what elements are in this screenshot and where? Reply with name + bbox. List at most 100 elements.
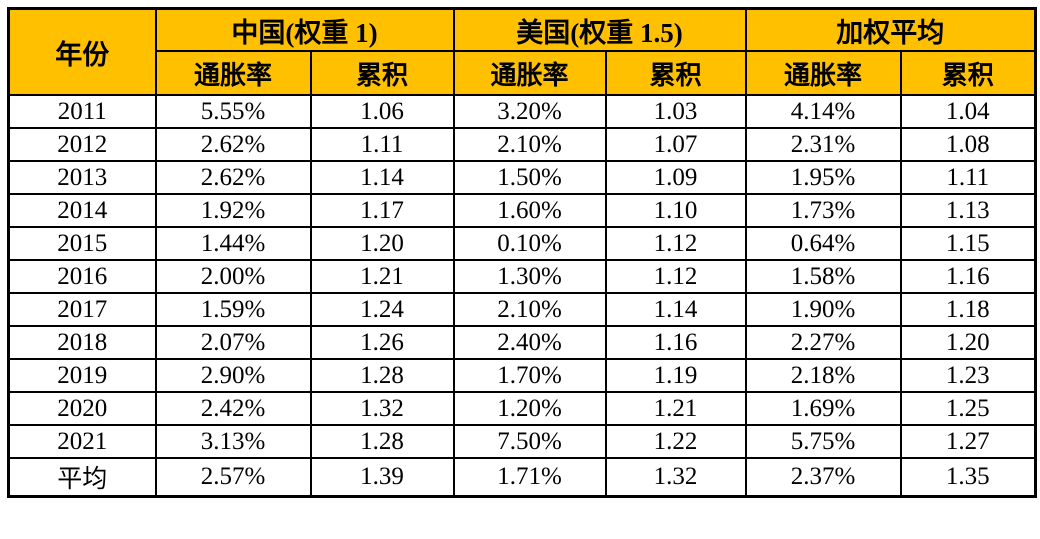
china-inflation-cell: 2.07% [154, 325, 312, 360]
china-inflation-cell: 1.92% [154, 193, 312, 228]
average-inflation-cell: 2.27% [744, 325, 902, 360]
usa-inflation-cell: 3.20% [452, 94, 607, 129]
usa-cumulative-cell: 1.21 [604, 391, 747, 426]
china-inflation-cell: 1.59% [154, 292, 312, 327]
usa-inflation-cell: 0.10% [452, 226, 607, 261]
average-inflation-cell: 4.14% [744, 94, 902, 129]
average-cumulative-cell: 1.13 [899, 193, 1037, 228]
year-cell: 2015 [7, 226, 157, 261]
china-inflation-cell: 2.62% [154, 127, 312, 162]
table-row: 2016 2.00% 1.21 1.30% 1.12 1.58% 1.16 [7, 259, 1037, 294]
year-cell: 2021 [7, 424, 157, 459]
table-row: 2019 2.90% 1.28 1.70% 1.19 2.18% 1.23 [7, 358, 1037, 393]
year-cell: 2020 [7, 391, 157, 426]
year-cell: 2016 [7, 259, 157, 294]
china-inflation-cell: 2.00% [154, 259, 312, 294]
china-inflation-cell: 3.13% [154, 424, 312, 459]
table-row: 2017 1.59% 1.24 2.10% 1.14 1.90% 1.18 [7, 292, 1037, 327]
year-cell: 2014 [7, 193, 157, 228]
usa-cumulative-cell: 1.07 [604, 127, 747, 162]
average-cumulative-cell: 1.27 [899, 424, 1037, 459]
average-inflation-cell: 0.64% [744, 226, 902, 261]
average-inflation-cell: 5.75% [744, 424, 902, 459]
china-cumulative-cell: 1.39 [309, 457, 455, 498]
average-inflation-cell: 1.69% [744, 391, 902, 426]
china-inflation-cell: 2.42% [154, 391, 312, 426]
average-inflation-cell: 1.58% [744, 259, 902, 294]
average-cumulative-header: 累积 [899, 50, 1037, 96]
china-cumulative-cell: 1.28 [309, 358, 455, 393]
china-cumulative-cell: 1.21 [309, 259, 455, 294]
usa-inflation-header: 通胀率 [452, 50, 607, 96]
table-row: 2021 3.13% 1.28 7.50% 1.22 5.75% 1.27 [7, 424, 1037, 459]
weighted-average-group-header: 加权平均 [744, 7, 1037, 52]
inflation-table: 年份 中国(权重 1) 美国(权重 1.5) 加权平均 通胀率 累积 通胀率 累… [7, 7, 1038, 498]
usa-inflation-cell: 1.60% [452, 193, 607, 228]
table-row: 2015 1.44% 1.20 0.10% 1.12 0.64% 1.15 [7, 226, 1037, 261]
usa-cumulative-cell: 1.19 [604, 358, 747, 393]
average-cumulative-cell: 1.23 [899, 358, 1037, 393]
table-row: 平均 2.57% 1.39 1.71% 1.32 2.37% 1.35 [7, 457, 1037, 498]
average-inflation-cell: 1.95% [744, 160, 902, 195]
usa-inflation-cell: 1.71% [452, 457, 607, 498]
usa-cumulative-cell: 1.12 [604, 226, 747, 261]
china-cumulative-cell: 1.11 [309, 127, 455, 162]
average-inflation-header: 通胀率 [744, 50, 902, 96]
table-row: 2012 2.62% 1.11 2.10% 1.07 2.31% 1.08 [7, 127, 1037, 162]
usa-cumulative-cell: 1.12 [604, 259, 747, 294]
average-inflation-cell: 2.18% [744, 358, 902, 393]
china-cumulative-cell: 1.32 [309, 391, 455, 426]
year-cell: 2013 [7, 160, 157, 195]
china-cumulative-cell: 1.17 [309, 193, 455, 228]
china-cumulative-cell: 1.20 [309, 226, 455, 261]
average-inflation-cell: 1.90% [744, 292, 902, 327]
year-cell: 2018 [7, 325, 157, 360]
usa-inflation-cell: 7.50% [452, 424, 607, 459]
usa-cumulative-cell: 1.32 [604, 457, 747, 498]
average-inflation-cell: 2.31% [744, 127, 902, 162]
average-cumulative-cell: 1.04 [899, 94, 1037, 129]
table-row: 2013 2.62% 1.14 1.50% 1.09 1.95% 1.11 [7, 160, 1037, 195]
china-cumulative-cell: 1.24 [309, 292, 455, 327]
header-sub-row: 通胀率 累积 通胀率 累积 通胀率 累积 [9, 50, 1037, 96]
usa-inflation-cell: 1.70% [452, 358, 607, 393]
usa-cumulative-cell: 1.09 [604, 160, 747, 195]
china-cumulative-header: 累积 [309, 50, 455, 96]
china-inflation-header: 通胀率 [154, 50, 312, 96]
cutoff-caption-remnant: . . . . [82, 531, 482, 539]
year-cell: 2012 [7, 127, 157, 162]
usa-group-header: 美国(权重 1.5) [452, 7, 747, 52]
usa-inflation-cell: 1.30% [452, 259, 607, 294]
usa-inflation-cell: 2.40% [452, 325, 607, 360]
average-inflation-cell: 1.73% [744, 193, 902, 228]
average-cumulative-cell: 1.15 [899, 226, 1037, 261]
average-cumulative-cell: 1.11 [899, 160, 1037, 195]
average-cumulative-cell: 1.35 [899, 457, 1037, 498]
average-cumulative-cell: 1.16 [899, 259, 1037, 294]
china-inflation-cell: 2.62% [154, 160, 312, 195]
usa-inflation-cell: 2.10% [452, 127, 607, 162]
china-inflation-cell: 5.55% [154, 94, 312, 129]
usa-inflation-cell: 1.50% [452, 160, 607, 195]
usa-cumulative-cell: 1.14 [604, 292, 747, 327]
usa-cumulative-cell: 1.22 [604, 424, 747, 459]
inflation-table-container: 年份 中国(权重 1) 美国(权重 1.5) 加权平均 通胀率 累积 通胀率 累… [7, 7, 1038, 539]
china-cumulative-cell: 1.26 [309, 325, 455, 360]
average-cumulative-cell: 1.18 [899, 292, 1037, 327]
table-row: 2014 1.92% 1.17 1.60% 1.10 1.73% 1.13 [7, 193, 1037, 228]
china-cumulative-cell: 1.06 [309, 94, 455, 129]
year-cell: 平均 [7, 457, 157, 498]
average-cumulative-cell: 1.25 [899, 391, 1037, 426]
table-body: 2011 5.55% 1.06 3.20% 1.03 4.14% 1.04 2012 2.62%… [7, 94, 1037, 498]
china-cumulative-cell: 1.14 [309, 160, 455, 195]
usa-cumulative-header: 累积 [604, 50, 747, 96]
usa-inflation-cell: 2.10% [452, 292, 607, 327]
china-inflation-cell: 2.90% [154, 358, 312, 393]
china-cumulative-cell: 1.28 [309, 424, 455, 459]
year-cell: 2019 [7, 358, 157, 393]
table-row: 2018 2.07% 1.26 2.40% 1.16 2.27% 1.20 [7, 325, 1037, 360]
average-cumulative-cell: 1.20 [899, 325, 1037, 360]
china-inflation-cell: 1.44% [154, 226, 312, 261]
year-cell: 2017 [7, 292, 157, 327]
table-row: 2011 5.55% 1.06 3.20% 1.03 4.14% 1.04 [7, 94, 1037, 129]
